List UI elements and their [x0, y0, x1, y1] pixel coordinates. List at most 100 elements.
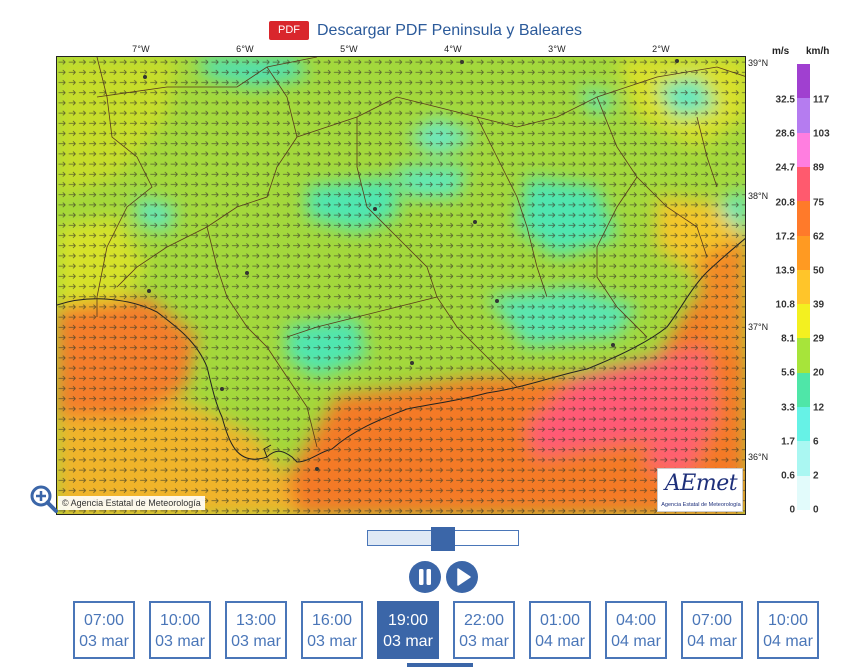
lat-label: 36°N: [748, 452, 769, 462]
legend-color-step: [797, 132, 810, 168]
legend-kmh-label: 20: [813, 367, 825, 379]
legend-ms-label: 5.6: [781, 367, 795, 379]
time-step-hour: 10:00: [767, 612, 809, 629]
legend-color-step: [797, 269, 810, 305]
aemet-logo: AEmet Agencia Estatal de Meteorología: [657, 468, 743, 512]
time-step-date: 03 mar: [459, 633, 509, 650]
aemet-logo-text: AEmet: [664, 471, 738, 496]
legend-color-step: [797, 338, 810, 374]
lon-label: 3°W: [548, 44, 566, 54]
time-step-date: 03 mar: [307, 633, 357, 650]
pause-button[interactable]: [409, 561, 441, 593]
legend-ms-label: 17.2: [775, 231, 795, 243]
lat-label: 38°N: [748, 191, 769, 201]
legend-kmh-label: 89: [813, 162, 825, 174]
legend-color-bar: [797, 64, 810, 511]
legend-kmh-label: 39: [813, 299, 825, 311]
time-step-button[interactable]: 01:00 04 mar: [529, 601, 591, 659]
legend-kmh-label: 50: [813, 265, 825, 277]
legend-color-step: [797, 235, 810, 271]
time-step-date: 03 mar: [231, 633, 281, 650]
aemet-logo-subtitle: Agencia Estatal de Meteorología: [661, 502, 741, 508]
legend-color-step: [797, 475, 810, 511]
legend-color-step: [797, 304, 810, 339]
time-step-date: 03 mar: [79, 633, 129, 650]
time-step-button[interactable]: 19:00 03 mar: [377, 601, 439, 659]
time-step-hour: 13:00: [235, 612, 277, 629]
time-step-hour: 10:00: [159, 612, 201, 629]
pause-icon: [419, 569, 431, 585]
time-step-date: 03 mar: [383, 633, 433, 650]
time-step-hour: 07:00: [83, 612, 125, 629]
lon-label: 7°W: [132, 44, 150, 54]
time-slider-thumb[interactable]: [431, 527, 455, 551]
legend-ms-label: 32.5: [775, 94, 795, 106]
time-steps: 07:00 03 mar 10:00 03 mar 13:00 03 mar 16:00 03…: [73, 601, 819, 659]
lat-label: 37°N: [748, 322, 769, 332]
legend-kmh-label: 29: [813, 333, 825, 345]
play-icon: [457, 568, 471, 586]
legend-kmh-label: 2: [813, 470, 819, 482]
legend-unit-ms: m/s: [772, 46, 790, 57]
lon-label: 4°W: [444, 44, 462, 54]
legend-ms-label: 28.6: [775, 128, 795, 140]
time-step-date: 04 mar: [687, 633, 737, 650]
time-step-button[interactable]: 10:00 04 mar: [757, 601, 819, 659]
legend-color-step: [797, 372, 810, 408]
time-step-hour: 19:00: [387, 612, 429, 629]
legend-ms-label: 0: [789, 504, 795, 516]
pdf-download-header: PDF Descargar PDF Peninsula y Baleares: [0, 20, 851, 44]
time-step-button[interactable]: 07:00 04 mar: [681, 601, 743, 659]
pdf-badge[interactable]: PDF: [268, 21, 309, 40]
legend-ms-label: 0.6: [781, 470, 795, 482]
legend-ms-label: 24.7: [775, 162, 795, 174]
time-step-button[interactable]: 10:00 03 mar: [149, 601, 211, 659]
wind-map-canvas: [57, 57, 745, 514]
legend-kmh-label: 62: [813, 231, 825, 243]
time-step-hour: 22:00: [463, 612, 505, 629]
legend-color-step: [797, 98, 810, 134]
legend-ms-label: 10.8: [775, 299, 795, 311]
time-step-button[interactable]: 22:00 03 mar: [453, 601, 515, 659]
lon-label: 6°W: [236, 44, 254, 54]
legend-kmh-label: 12: [813, 402, 825, 413]
copyright-text: Agencia Estatal de Meteorología: [70, 498, 201, 508]
legend-kmh-label: 6: [813, 436, 819, 448]
legend-color-step: [797, 201, 810, 237]
legend-ms-label: 3.3: [781, 402, 795, 413]
legend-kmh-label: 117: [813, 94, 830, 106]
legend-kmh-label: 75: [813, 197, 825, 209]
legend-ms-label: 8.1: [781, 333, 795, 345]
time-step-hour: 16:00: [311, 612, 353, 629]
zoom-in-icon[interactable]: [29, 484, 59, 514]
legend-color-step: [797, 407, 810, 442]
lon-label: 2°W: [652, 44, 670, 54]
time-step-date: 03 mar: [155, 633, 205, 650]
copyright-notice: © Agencia Estatal de Meteorología: [58, 496, 205, 510]
wind-map[interactable]: [56, 56, 746, 515]
play-button[interactable]: [446, 561, 478, 593]
pdf-download-text[interactable]: Descargar PDF Peninsula y Baleares: [316, 21, 582, 39]
time-step-button[interactable]: 07:00 03 mar: [73, 601, 135, 659]
legend-ms-label: 1.7: [781, 436, 795, 448]
legend-color-step: [797, 166, 810, 202]
lon-label: 5°W: [340, 44, 358, 54]
time-step-button[interactable]: 13:00 03 mar: [225, 601, 287, 659]
legend-kmh-label: 103: [813, 128, 830, 140]
time-step-hour: 04:00: [615, 612, 657, 629]
legend-unit-kmh: km/h: [806, 46, 830, 57]
wind-arrows: [57, 57, 745, 514]
time-step-hour: 01:00: [539, 612, 581, 629]
time-step-date: 04 mar: [611, 633, 661, 650]
time-slider[interactable]: [367, 527, 519, 551]
time-step-hour: 07:00: [691, 612, 733, 629]
active-time-indicator: [407, 663, 473, 667]
time-step-button[interactable]: 16:00 03 mar: [301, 601, 363, 659]
legend-color-step: [797, 64, 810, 99]
legend-ms-label: 20.8: [775, 197, 795, 209]
pdf-download-link[interactable]: PDF Descargar PDF Peninsula y Baleares: [268, 21, 582, 40]
legend-kmh-label: 0: [813, 504, 819, 516]
time-slider-fill: [368, 531, 431, 545]
time-step-button[interactable]: 04:00 04 mar: [605, 601, 667, 659]
